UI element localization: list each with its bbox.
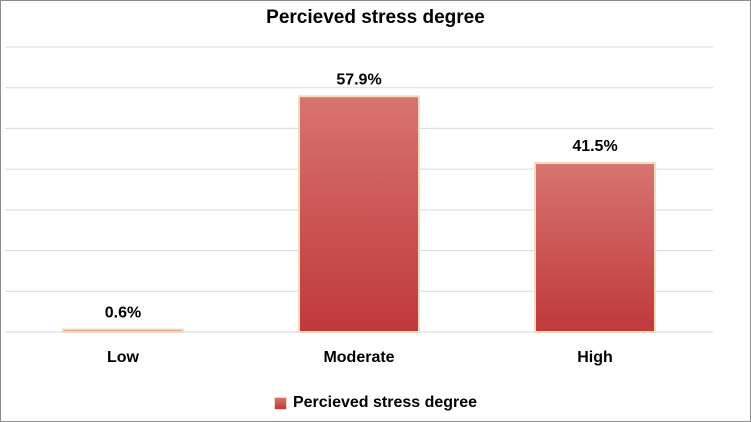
bar-low (62, 328, 184, 333)
x-tick-high: High (577, 349, 613, 366)
bar-high (534, 162, 656, 333)
x-tick-moderate: Moderate (323, 349, 394, 366)
x-tick-low: Low (107, 349, 140, 366)
legend-label: Percieved stress degree (292, 394, 478, 411)
data-label-low: 0.6% (105, 305, 141, 322)
bars (62, 95, 656, 333)
x-axis-ticks: Low Moderate High (107, 349, 613, 366)
data-label-high: 41.5% (572, 138, 617, 155)
bar-moderate (298, 95, 420, 333)
legend-swatch (273, 396, 287, 410)
data-labels: 0.6% 57.9% 41.5% (105, 71, 618, 321)
chart-title: Percieved stress degree (266, 7, 485, 28)
data-label-moderate: 57.9% (336, 71, 381, 88)
legend: Percieved stress degree (0, 394, 751, 412)
